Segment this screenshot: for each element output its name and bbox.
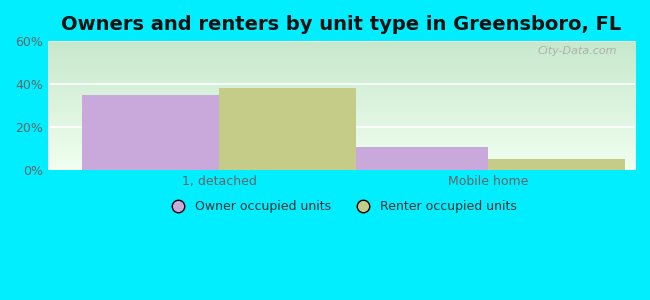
Text: City-Data.com: City-Data.com [538,46,617,56]
Bar [351,147,488,170]
Title: Owners and renters by unit type in Greensboro, FL: Owners and renters by unit type in Green… [61,15,621,34]
Bar [488,160,625,170]
Legend: Owner occupied units, Renter occupied units: Owner occupied units, Renter occupied un… [161,195,522,218]
Bar [82,95,219,170]
Bar [219,88,356,170]
